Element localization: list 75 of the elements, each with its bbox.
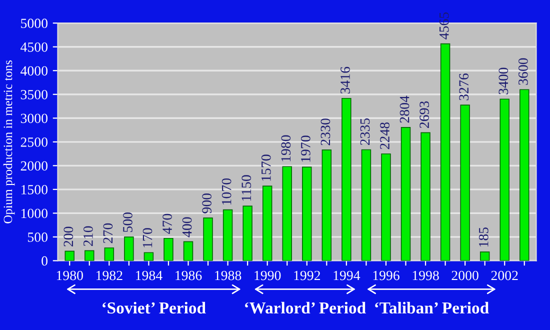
- bar: [262, 186, 272, 261]
- data-label: 210: [83, 226, 93, 246]
- x-tick-label: 1990: [254, 270, 281, 280]
- bar: [183, 241, 194, 261]
- data-label: 900: [202, 193, 212, 214]
- data-label: 500: [123, 212, 132, 232]
- bar: [440, 43, 450, 261]
- data-label: 200: [64, 226, 74, 246]
- bar: [500, 98, 510, 261]
- x-tick-label: 2002: [491, 270, 518, 280]
- x-tick-label: 2000: [452, 270, 478, 280]
- data-label: 3416: [340, 66, 350, 94]
- data-label: 400: [182, 217, 192, 238]
- x-tick-label: 1986: [176, 270, 202, 280]
- data-label: 470: [162, 214, 172, 234]
- data-label: 1970: [300, 136, 310, 162]
- y-tick-label: 2000: [20, 161, 48, 171]
- data-label: 2248: [380, 122, 390, 150]
- x-tick-label: 1988: [215, 270, 242, 280]
- text: ‘Soviet’ Period: [102, 302, 206, 314]
- bar: [460, 104, 470, 261]
- bar: [520, 89, 530, 261]
- x-tick-label: 1982: [96, 270, 122, 280]
- text: ‘Warlord’ Period: [245, 302, 366, 314]
- bar: [480, 251, 490, 261]
- bar: [84, 250, 94, 261]
- bar: [322, 150, 332, 261]
- x-tick-label: 1996: [373, 270, 400, 280]
- y-tick-label: 4000: [20, 66, 48, 76]
- y-tick-label: 3500: [20, 90, 48, 100]
- y-tick-label: 1000: [21, 208, 48, 218]
- bar: [203, 218, 213, 261]
- x-tick-label: 1992: [294, 270, 320, 280]
- x-tick-label: 1980: [56, 270, 83, 280]
- bar: [104, 247, 114, 261]
- bar: [144, 252, 154, 261]
- data-label: 4565: [439, 12, 449, 40]
- data-label: 170: [142, 228, 152, 248]
- y-tick-label: 4500: [20, 42, 48, 52]
- x-tick-label: 1984: [136, 270, 162, 280]
- data-label: 2330: [320, 118, 330, 146]
- data-label: 2693: [420, 101, 429, 128]
- data-label: 3276: [459, 73, 469, 100]
- bar: [282, 166, 292, 261]
- data-label: 2335: [360, 118, 370, 145]
- bar: [420, 132, 430, 261]
- y-tick-label: 3000: [20, 114, 48, 124]
- bar: [242, 206, 252, 261]
- y-tick-label: 500: [28, 232, 48, 242]
- bar: [222, 209, 233, 261]
- y-axis-title: Opium production in metric tons: [3, 60, 15, 224]
- text: ‘Taliban’ Period: [375, 302, 489, 314]
- x-tick-label: 1998: [412, 270, 439, 280]
- data-label: 1070: [222, 178, 232, 204]
- bar: [124, 236, 134, 261]
- data-label: 3600: [518, 58, 528, 85]
- data-label: 1150: [242, 175, 252, 201]
- data-label: 1570: [261, 154, 271, 181]
- data-label: 185: [478, 227, 488, 247]
- bar: [302, 166, 312, 261]
- y-tick-label: 2500: [20, 137, 48, 147]
- x-tick-label: 1994: [334, 270, 360, 280]
- data-label: 270: [103, 223, 113, 244]
- bar: [64, 250, 74, 261]
- y-tick-label: 0: [42, 256, 48, 266]
- bar: [164, 238, 174, 261]
- data-label: 1980: [281, 135, 291, 162]
- data-label: 2804: [400, 96, 410, 123]
- bar: [400, 127, 411, 261]
- y-tick-label: 1500: [21, 185, 48, 194]
- bar: [361, 149, 372, 261]
- bar: [342, 98, 352, 261]
- y-tick-label: 5000: [21, 18, 48, 28]
- data-label: 3400: [498, 68, 508, 94]
- bar: [381, 153, 391, 261]
